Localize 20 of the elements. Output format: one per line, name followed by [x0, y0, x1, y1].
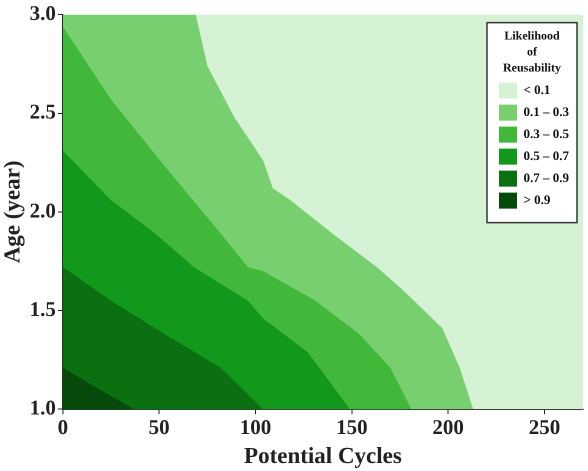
legend-title: Likelihood of Reusability [502, 28, 562, 75]
y-tick-label: 2.0 [30, 198, 56, 222]
y-tick-label: 1.5 [30, 296, 56, 321]
y-tick-label: 1.0 [30, 396, 56, 420]
legend-label: 0.3 – 0.5 [524, 126, 570, 141]
y-tick-label: 2.5 [30, 100, 56, 124]
legend-label: 0.7 – 0.9 [524, 170, 570, 185]
y-axis-title: Age (year) [0, 160, 26, 264]
legend-label: > 0.9 [524, 192, 551, 207]
x-tick-label: 250 [528, 415, 560, 440]
x-tick-label: 100 [240, 415, 272, 440]
x-axis-title: Potential Cycles [244, 443, 402, 468]
x-tick-label: 50 [148, 415, 170, 440]
legend-label: 0.1 – 0.3 [524, 104, 570, 119]
y-tick-label: 3.0 [30, 1, 56, 26]
x-tick-label: 0 [58, 415, 68, 440]
legend-label: 0.5 – 0.7 [524, 148, 570, 163]
x-tick-label: 150 [336, 415, 368, 440]
x-tick-label: 200 [432, 415, 464, 440]
legend-label: < 0.1 [524, 82, 550, 97]
